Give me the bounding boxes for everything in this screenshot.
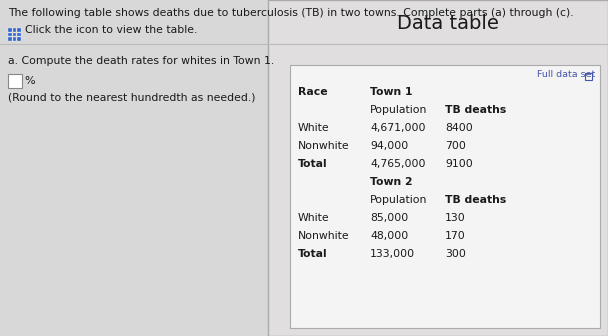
Text: Total: Total [298, 249, 328, 259]
Bar [8, 74, 22, 88]
Text: (Round to the nearest hundredth as needed.): (Round to the nearest hundredth as neede… [8, 92, 255, 102]
Text: 4,765,000: 4,765,000 [370, 159, 426, 169]
Text: 130: 130 [445, 213, 466, 223]
Text: White: White [298, 213, 330, 223]
Bar [18, 33, 21, 36]
Text: Nonwhite: Nonwhite [298, 141, 350, 151]
Bar [13, 37, 16, 41]
Text: 9100: 9100 [445, 159, 473, 169]
Text: Population: Population [370, 195, 427, 205]
Text: a. Compute the death rates for whites in Town 1.: a. Compute the death rates for whites in… [8, 56, 274, 66]
Text: Total: Total [298, 159, 328, 169]
Text: The following table shows deaths due to tuberculosis (TB) in two towns. Complete: The following table shows deaths due to … [8, 8, 573, 18]
Text: Click the icon to view the table.: Click the icon to view the table. [25, 25, 198, 35]
Text: Nonwhite: Nonwhite [298, 231, 350, 241]
Bar [585, 73, 592, 80]
Text: 85,000: 85,000 [370, 213, 408, 223]
Text: 133,000: 133,000 [370, 249, 415, 259]
Text: Town 2: Town 2 [370, 177, 413, 187]
Bar [8, 37, 12, 41]
Text: 94,000: 94,000 [370, 141, 408, 151]
Text: TB deaths: TB deaths [445, 105, 506, 115]
Bar [18, 28, 21, 32]
Text: Town 1: Town 1 [370, 87, 412, 97]
Text: Population: Population [370, 105, 427, 115]
Text: %: % [24, 76, 35, 86]
Text: 8400: 8400 [445, 123, 473, 133]
Text: Full data set: Full data set [537, 70, 595, 79]
Text: 300: 300 [445, 249, 466, 259]
Bar [8, 33, 12, 36]
Bar [13, 33, 16, 36]
Text: Race: Race [298, 87, 328, 97]
Text: TB deaths: TB deaths [445, 195, 506, 205]
Text: White: White [298, 123, 330, 133]
Bar [18, 37, 21, 41]
Bar [290, 65, 600, 328]
Text: 4,671,000: 4,671,000 [370, 123, 426, 133]
Text: 700: 700 [445, 141, 466, 151]
Text: 48,000: 48,000 [370, 231, 408, 241]
Bar [13, 28, 16, 32]
Text: Data table: Data table [397, 14, 499, 33]
Bar [8, 28, 12, 32]
Bar [268, 0, 608, 336]
Text: 170: 170 [445, 231, 466, 241]
